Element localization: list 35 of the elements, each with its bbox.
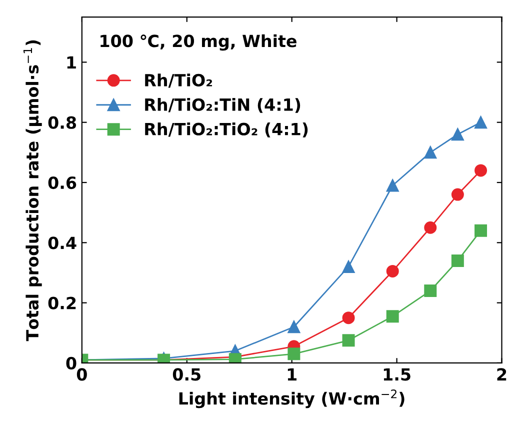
legend-label: Rh/TiO₂ (145, 74, 212, 88)
point (386, 179, 399, 192)
point (288, 348, 300, 360)
y-tick-label: 0.2 (48, 296, 76, 310)
point (386, 310, 399, 323)
legend-label: Rh/TiO₂:TiN (4:1) (145, 98, 300, 113)
legend-label: Rh/TiO₂:TiO₂ (4:1) (145, 122, 308, 138)
point (424, 146, 437, 159)
x-tick-label: 1 (288, 368, 296, 380)
point (474, 164, 488, 177)
point (451, 188, 464, 201)
x-tick-label: 2 (497, 368, 506, 380)
point (424, 284, 437, 298)
point (342, 312, 355, 324)
point (342, 334, 355, 347)
y-tick-label: 0.6 (48, 176, 76, 190)
point (451, 128, 464, 141)
point (474, 224, 488, 237)
point (288, 320, 300, 334)
x-tick-label: 1.5 (384, 368, 410, 381)
point (342, 260, 355, 273)
x-axis-title: Light intensity (W·cm$^{−2}$) (179, 389, 404, 408)
x-tick-label: 0 (76, 368, 87, 381)
point (474, 116, 488, 129)
y-tick-label: 1 (67, 56, 76, 69)
point (451, 254, 464, 267)
x-tick-label: 0.5 (172, 368, 200, 381)
y-axis-title: Total production rate (μmol·s$^{−1}$) (23, 40, 42, 342)
annotation: 100 ℃, 20 mg, White (100, 34, 296, 51)
y-tick-label: 0.4 (48, 236, 76, 250)
y-tick-label: 0.8 (48, 116, 76, 129)
y-tick-label: 0 (66, 356, 76, 370)
point (228, 353, 242, 363)
point (386, 264, 399, 278)
point (424, 221, 437, 234)
